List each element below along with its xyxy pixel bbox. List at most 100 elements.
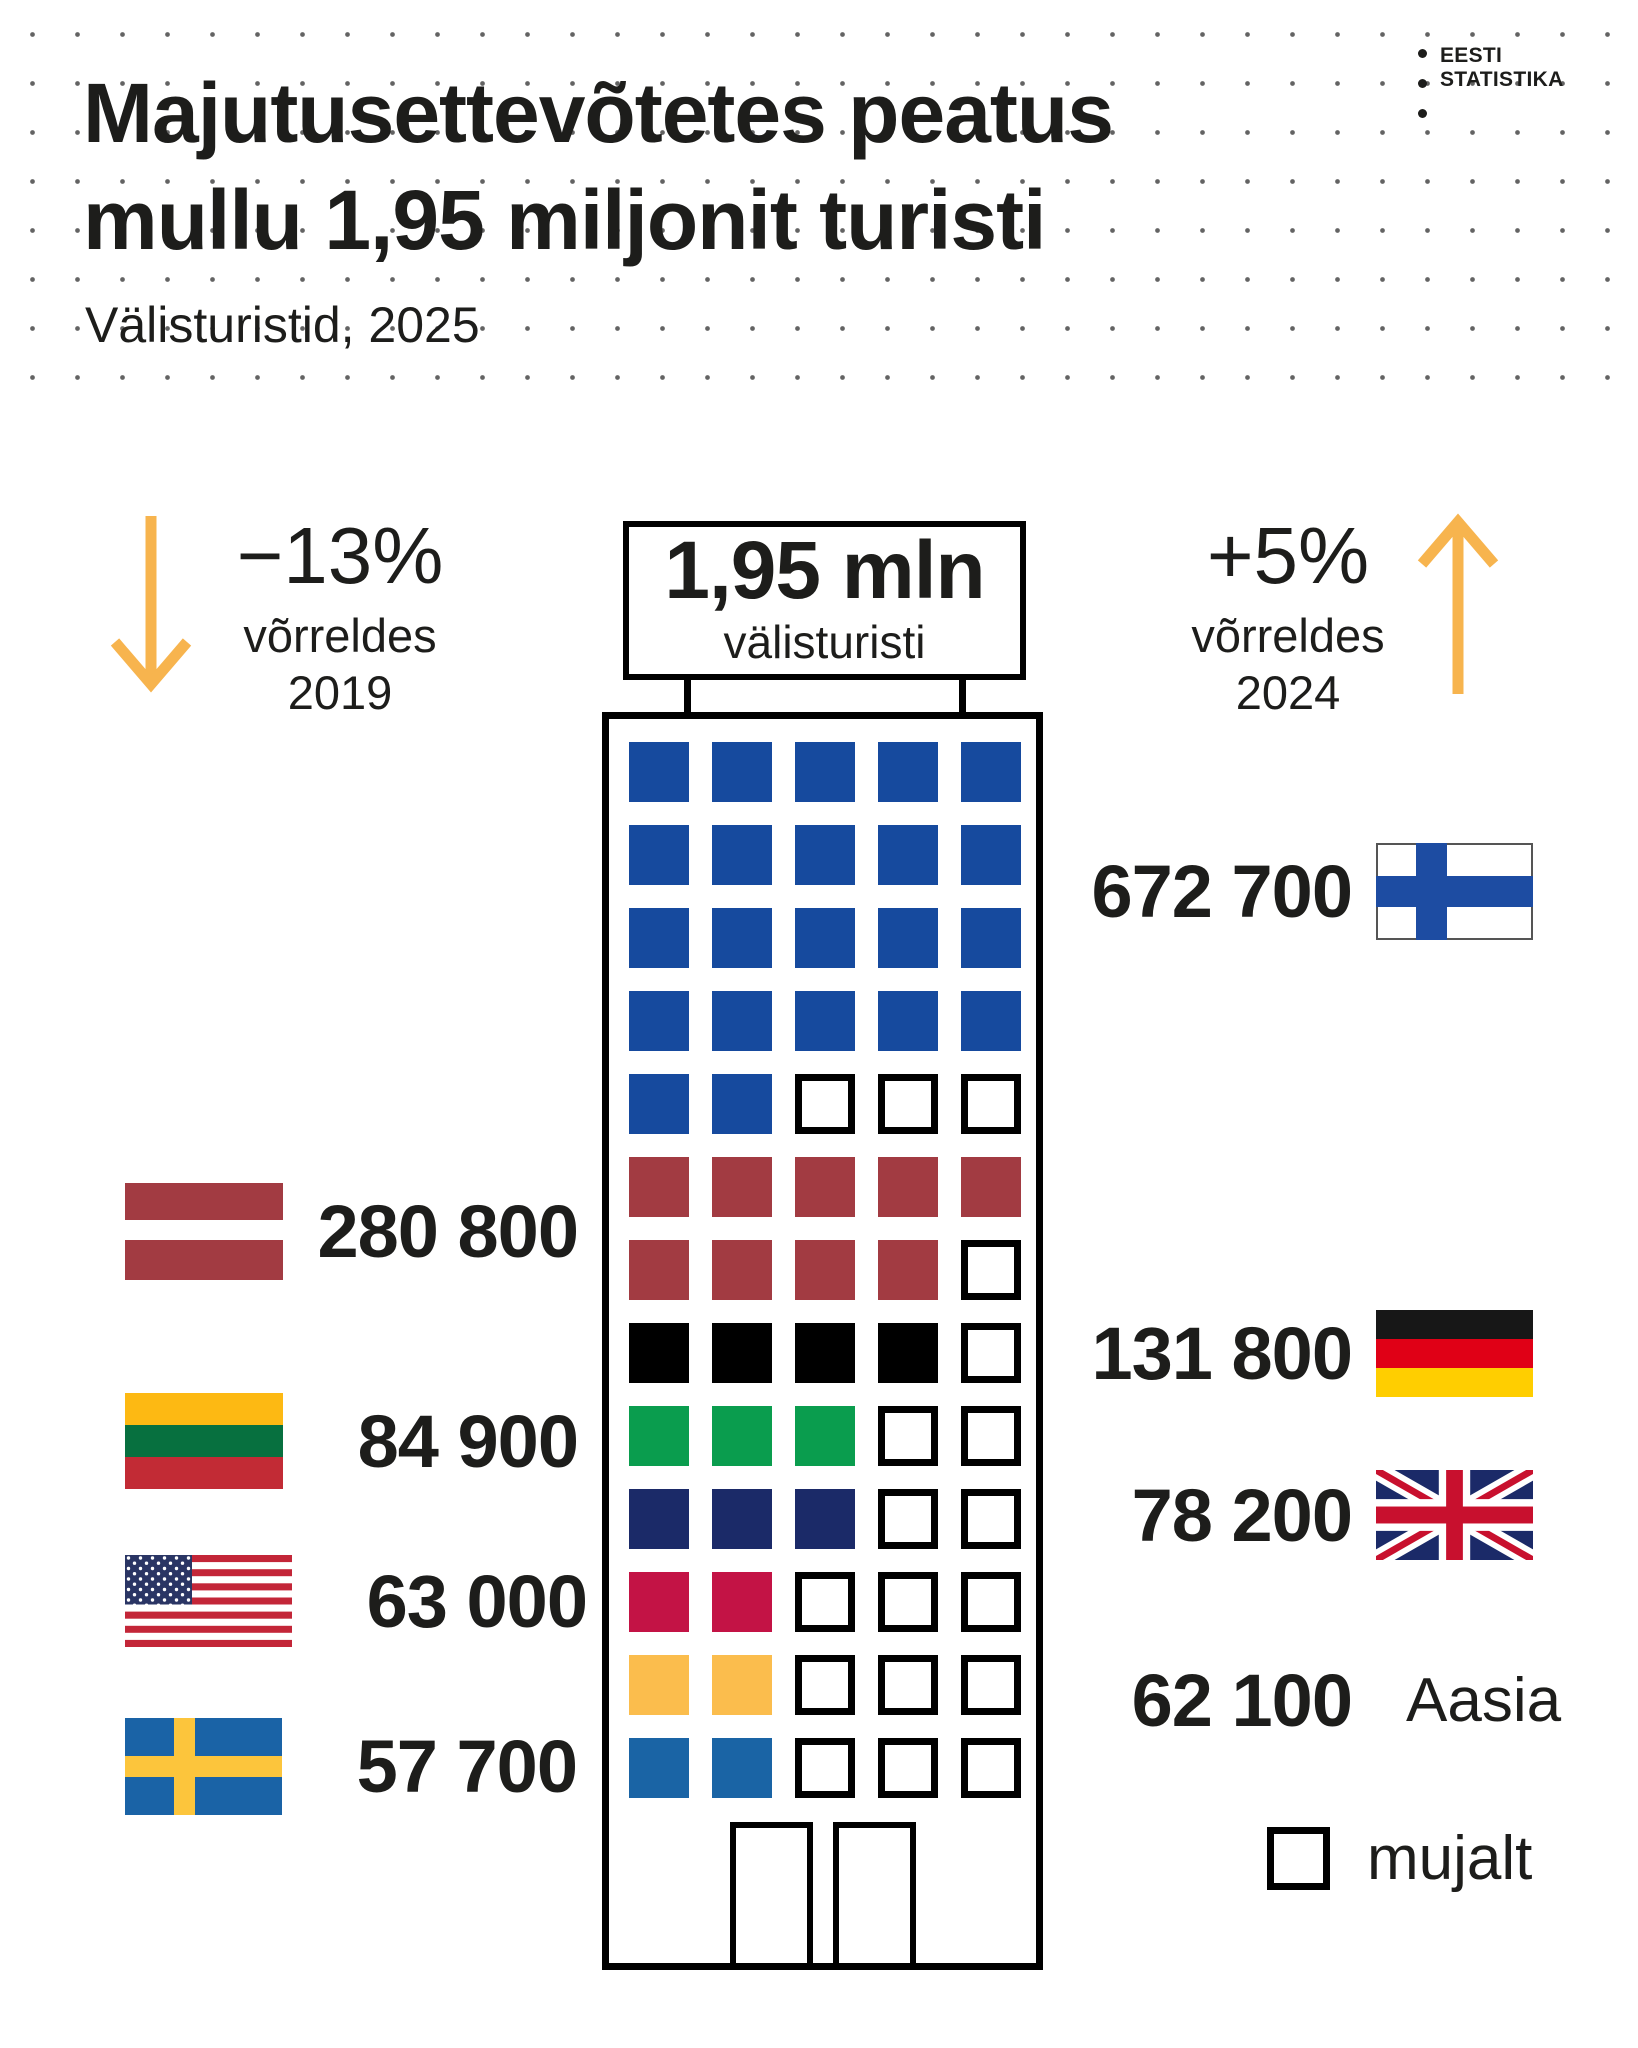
waffle-square-filled bbox=[795, 1489, 855, 1549]
waffle-square-filled bbox=[712, 991, 772, 1051]
waffle-square-empty bbox=[878, 1738, 938, 1798]
dot-grid-background bbox=[0, 0, 1638, 402]
waffle-square-filled bbox=[878, 908, 938, 968]
waffle-square-empty bbox=[878, 1572, 938, 1632]
germany-flag-icon bbox=[1376, 1310, 1533, 1397]
waffle-square-filled bbox=[878, 991, 938, 1051]
waffle-square-filled bbox=[712, 742, 772, 802]
usa-value: 63 000 bbox=[366, 1559, 588, 1643]
waffle-square-empty bbox=[961, 1323, 1021, 1383]
waffle-square-empty bbox=[961, 1738, 1021, 1798]
comparison-2019-label: võrreldes bbox=[243, 609, 437, 662]
waffle-square-filled bbox=[629, 1157, 689, 1217]
waffle-square-filled bbox=[712, 1489, 772, 1549]
uk-flag-icon bbox=[1376, 1470, 1533, 1560]
building-door bbox=[833, 1822, 916, 1963]
waffle-square-filled bbox=[629, 1406, 689, 1466]
logo-dots-icon bbox=[1418, 44, 1427, 118]
usa-flag-icon bbox=[125, 1555, 292, 1647]
down-arrow-icon bbox=[95, 512, 207, 707]
comparison-2024: +5% võrreldes 2024 bbox=[1148, 514, 1428, 719]
waffle-square-filled bbox=[795, 1406, 855, 1466]
building-outline bbox=[602, 712, 1043, 1970]
comparison-2024-value: +5% bbox=[1206, 511, 1370, 600]
latvia-flag-icon bbox=[125, 1183, 283, 1280]
total-value: 1,95 mln bbox=[664, 525, 985, 617]
waffle-grid bbox=[629, 742, 1021, 1798]
label-usa: 63 000 bbox=[125, 1555, 588, 1647]
waffle-square-filled bbox=[795, 908, 855, 968]
waffle-square-empty bbox=[961, 1240, 1021, 1300]
waffle-square-filled bbox=[629, 742, 689, 802]
logo-dot bbox=[1418, 109, 1427, 118]
comparison-2019-year: 2019 bbox=[287, 665, 393, 719]
waffle-square-filled bbox=[712, 1157, 772, 1217]
waffle-square-empty bbox=[795, 1738, 855, 1798]
title-line-1: Majutusettevõtetes peatus bbox=[83, 66, 1114, 160]
waffle-square-filled bbox=[712, 1074, 772, 1134]
waffle-square-empty bbox=[878, 1489, 938, 1549]
waffle-square-filled bbox=[629, 825, 689, 885]
lithuania-flag-icon bbox=[125, 1393, 283, 1489]
sweden-value: 57 700 bbox=[356, 1725, 578, 1808]
waffle-square-filled bbox=[712, 908, 772, 968]
waffle-square-filled bbox=[878, 1157, 938, 1217]
page-title: Majutusettevõtetes peatus mullu 1,95 mil… bbox=[83, 60, 1114, 273]
label-latvia: 280 800 bbox=[125, 1183, 580, 1280]
waffle-square-filled bbox=[712, 1655, 772, 1715]
waffle-square-filled bbox=[629, 1655, 689, 1715]
waffle-square-empty bbox=[878, 1074, 938, 1134]
waffle-square-filled bbox=[878, 1323, 938, 1383]
waffle-square-empty bbox=[795, 1074, 855, 1134]
total-label: välisturisti bbox=[723, 615, 926, 668]
up-arrow-icon bbox=[1412, 506, 1504, 703]
waffle-square-filled bbox=[629, 1489, 689, 1549]
waffle-square-empty bbox=[961, 1074, 1021, 1134]
waffle-square-empty bbox=[961, 1655, 1021, 1715]
waffle-square-filled bbox=[629, 1323, 689, 1383]
logo-dot bbox=[1418, 49, 1427, 58]
title-line-2: mullu 1,95 miljonit turisti bbox=[83, 172, 1046, 267]
waffle-square-filled bbox=[629, 991, 689, 1051]
asia-value: 62 100 bbox=[1131, 1658, 1353, 1742]
comparison-2019: −13% võrreldes 2019 bbox=[200, 514, 480, 719]
finland-flag-icon bbox=[1376, 843, 1533, 940]
waffle-square-filled bbox=[961, 1157, 1021, 1217]
total-sign: 1,95 mln välisturisti bbox=[623, 521, 1026, 680]
waffle-square-filled bbox=[795, 1240, 855, 1300]
latvia-value: 280 800 bbox=[317, 1190, 580, 1273]
uk-value: 78 200 bbox=[1131, 1473, 1353, 1557]
empty-square-icon bbox=[1267, 1827, 1330, 1890]
sweden-flag-icon bbox=[125, 1718, 282, 1815]
label-sweden: 57 700 bbox=[125, 1718, 578, 1815]
legend-mujalt: mujalt bbox=[1267, 1823, 1532, 1894]
waffle-square-filled bbox=[961, 908, 1021, 968]
waffle-square-filled bbox=[712, 1240, 772, 1300]
waffle-square-filled bbox=[629, 1240, 689, 1300]
comparison-2024-label: võrreldes bbox=[1191, 609, 1385, 662]
waffle-square-filled bbox=[961, 825, 1021, 885]
waffle-square-filled bbox=[795, 825, 855, 885]
waffle-square-filled bbox=[795, 742, 855, 802]
waffle-square-filled bbox=[878, 742, 938, 802]
waffle-square-empty bbox=[961, 1406, 1021, 1466]
waffle-square-filled bbox=[795, 1323, 855, 1383]
label-lithuania: 84 900 bbox=[125, 1393, 579, 1489]
waffle-square-empty bbox=[961, 1489, 1021, 1549]
comparison-2019-value: −13% bbox=[236, 511, 444, 600]
comparison-2024-year: 2024 bbox=[1235, 665, 1341, 719]
waffle-square-filled bbox=[712, 1406, 772, 1466]
waffle-square-empty bbox=[795, 1572, 855, 1632]
finland-value: 672 700 bbox=[1091, 850, 1354, 933]
page-subtitle: Välisturistid, 2025 bbox=[85, 297, 480, 353]
waffle-square-filled bbox=[712, 1572, 772, 1632]
label-germany: 131 800 bbox=[1040, 1310, 1533, 1397]
logo-dot bbox=[1418, 79, 1427, 88]
waffle-square-filled bbox=[629, 1074, 689, 1134]
waffle-square-filled bbox=[629, 908, 689, 968]
label-finland: 672 700 bbox=[1040, 843, 1533, 940]
waffle-square-empty bbox=[878, 1655, 938, 1715]
building-door bbox=[730, 1822, 813, 1963]
waffle-square-filled bbox=[795, 991, 855, 1051]
